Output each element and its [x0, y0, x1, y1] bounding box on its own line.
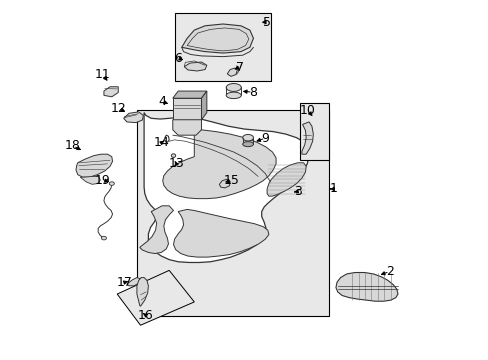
Ellipse shape — [226, 84, 241, 91]
Polygon shape — [301, 122, 313, 154]
Ellipse shape — [109, 182, 114, 185]
Text: 13: 13 — [168, 157, 184, 170]
Polygon shape — [163, 130, 276, 199]
Ellipse shape — [171, 154, 175, 157]
Bar — [137, 110, 328, 316]
Polygon shape — [172, 91, 206, 98]
Bar — [300, 103, 328, 160]
Text: 2: 2 — [385, 265, 393, 278]
Ellipse shape — [242, 141, 253, 147]
Polygon shape — [123, 112, 143, 123]
Ellipse shape — [140, 280, 144, 283]
Polygon shape — [184, 62, 206, 71]
Polygon shape — [76, 154, 112, 177]
Text: 9: 9 — [261, 131, 269, 145]
Polygon shape — [140, 206, 173, 253]
Text: 5: 5 — [262, 16, 270, 29]
Text: 17: 17 — [117, 276, 133, 289]
Text: 3: 3 — [293, 185, 301, 198]
Text: 6: 6 — [174, 51, 182, 64]
Ellipse shape — [242, 134, 253, 141]
Polygon shape — [182, 24, 253, 53]
Polygon shape — [137, 278, 148, 306]
Text: 7: 7 — [236, 60, 244, 73]
Text: 1: 1 — [329, 183, 337, 195]
Text: 14: 14 — [154, 136, 169, 149]
Text: 8: 8 — [248, 86, 256, 99]
Text: 15: 15 — [224, 174, 240, 186]
Bar — [174, 13, 271, 81]
Text: 19: 19 — [95, 174, 110, 186]
Ellipse shape — [101, 236, 106, 240]
Text: 11: 11 — [95, 68, 110, 81]
Polygon shape — [126, 278, 140, 286]
Text: 10: 10 — [300, 104, 315, 117]
Polygon shape — [335, 273, 397, 301]
Text: 12: 12 — [110, 102, 126, 115]
Polygon shape — [144, 113, 308, 262]
Ellipse shape — [226, 92, 241, 99]
Polygon shape — [80, 176, 100, 184]
Polygon shape — [172, 98, 201, 120]
Polygon shape — [173, 210, 268, 257]
Polygon shape — [201, 91, 206, 120]
Polygon shape — [266, 163, 305, 196]
Polygon shape — [219, 179, 230, 188]
Polygon shape — [227, 68, 237, 76]
Polygon shape — [104, 87, 118, 97]
Text: 4: 4 — [159, 95, 166, 108]
Text: 16: 16 — [138, 309, 153, 322]
Polygon shape — [117, 270, 194, 325]
Text: 18: 18 — [65, 139, 81, 152]
Polygon shape — [172, 120, 201, 135]
